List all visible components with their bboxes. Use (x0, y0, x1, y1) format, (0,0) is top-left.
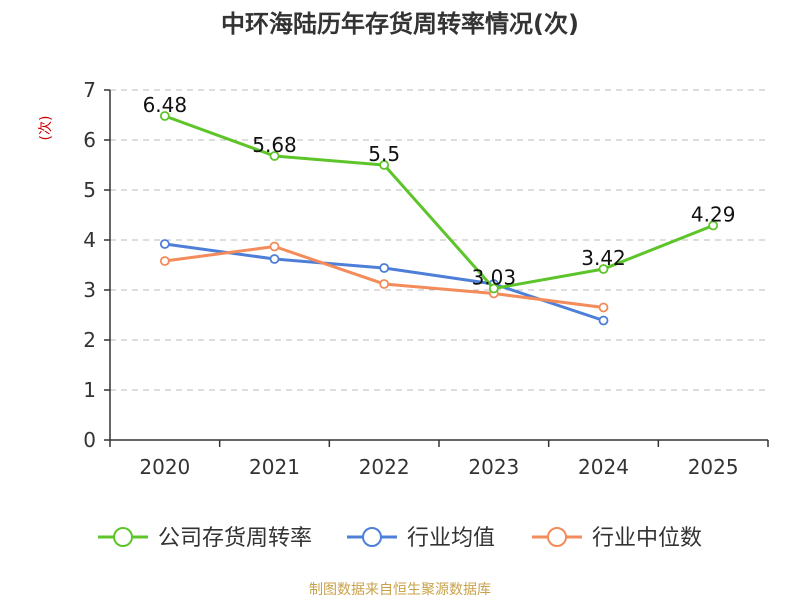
legend-item-0[interactable]: 公司存货周转率 (98, 526, 312, 551)
data-point[interactable] (598, 302, 609, 313)
data-label: 5.5 (368, 142, 400, 166)
data-label: 3.42 (581, 246, 626, 270)
series-line-0 (164, 114, 714, 290)
data-point[interactable] (488, 283, 499, 294)
data-label: 3.03 (472, 266, 517, 290)
x-tick-label: 2021 (249, 455, 300, 479)
data-point[interactable] (379, 279, 390, 289)
data-point[interactable] (708, 220, 719, 231)
data-point[interactable] (598, 264, 609, 274)
data-labels: 6.48 5.68 5.5 3.03 3.42 4.29 (143, 93, 736, 290)
data-point[interactable] (598, 315, 609, 326)
y-axis-label: (次) (38, 116, 54, 141)
y-tick-label: 6 (83, 128, 96, 152)
y-tick-label: 7 (83, 78, 96, 102)
y-tick-label: 5 (83, 178, 96, 202)
x-tick-label: 2024 (578, 455, 629, 479)
data-point[interactable] (159, 239, 170, 249)
data-label: 5.68 (252, 133, 297, 157)
legend-item-1[interactable]: 行业均值 (347, 526, 495, 551)
y-tick-label: 4 (83, 228, 96, 252)
axes: 0 1 2 3 4 5 6 7 2020 2021 2022 2023 2024 2025 (83, 78, 769, 479)
series-line-2 (164, 245, 604, 309)
legend[interactable]: 公司存货周转率 行业均值 行业中位数 (98, 526, 702, 551)
legend-marker (547, 527, 567, 547)
legend-marker (113, 527, 133, 547)
data-point[interactable] (379, 263, 390, 273)
data-point[interactable] (269, 241, 280, 252)
y-tick-label: 2 (83, 328, 96, 352)
data-point[interactable] (379, 160, 390, 170)
source-note: 制图数据来自恒生聚源数据库 (309, 582, 491, 598)
legend-label: 行业均值 (407, 526, 495, 551)
data-point[interactable] (159, 111, 170, 121)
x-tick-label: 2020 (139, 455, 190, 479)
grid-lines (110, 89, 768, 391)
y-tick-label: 1 (83, 378, 96, 402)
data-label: 4.29 (691, 203, 736, 227)
chart-title: 中环海陆历年存货周转率情况(次) (221, 10, 579, 38)
x-tick-label: 2023 (468, 455, 519, 479)
legend-marker (362, 527, 382, 547)
data-point[interactable] (269, 151, 280, 161)
series-lines (159, 111, 719, 326)
y-tick-label: 0 (83, 428, 96, 452)
data-point[interactable] (269, 254, 280, 264)
data-label: 6.48 (143, 93, 188, 117)
legend-label: 行业中位数 (592, 526, 702, 551)
legend-label: 公司存货周转率 (158, 526, 312, 551)
x-tick-label: 2022 (359, 455, 410, 479)
x-tick-label: 2025 (688, 455, 739, 479)
legend-item-2[interactable]: 行业中位数 (532, 526, 702, 551)
y-tick-label: 3 (83, 278, 96, 302)
data-point[interactable] (159, 256, 170, 266)
